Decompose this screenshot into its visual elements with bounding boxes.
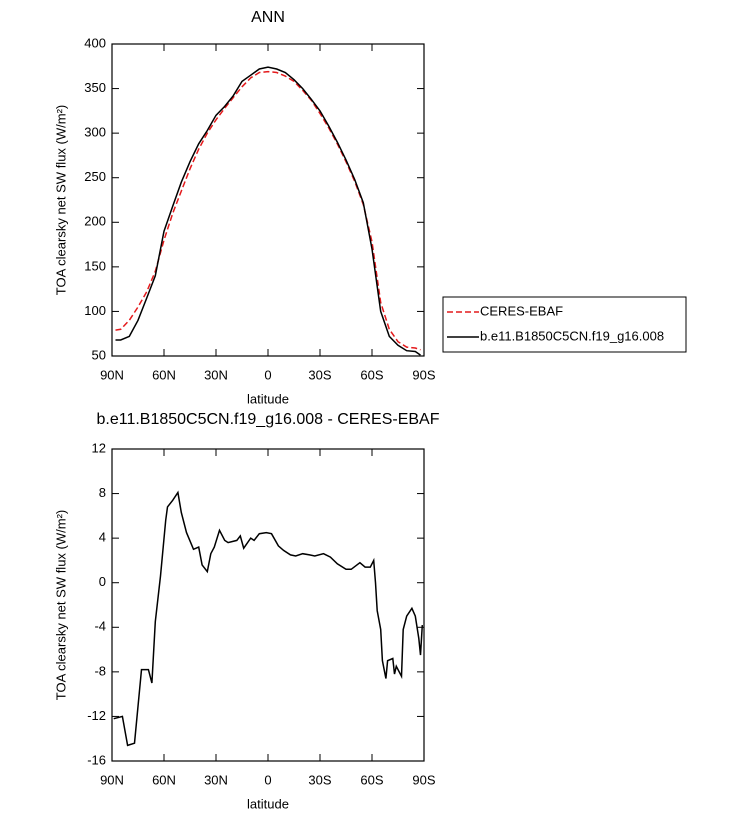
x-tick-label: 0 [264,772,271,787]
data-line [115,70,421,351]
legend-label: CERES-EBAF [480,303,563,318]
y-axis-label: TOA clearsky net SW flux (W/m²) [53,105,68,295]
x-tick-label: 30N [204,367,228,382]
y-axis-label: TOA clearsky net SW flux (W/m²) [53,510,68,700]
x-tick-label: 0 [264,367,271,382]
chart-title: b.e11.B1850C5CN.f19_g16.008 - CERES-EBAF [96,411,439,428]
x-tick-label: 30N [204,772,228,787]
x-tick-label: 60S [360,367,383,382]
x-axis-label: latitude [247,391,289,406]
legend-box [442,296,687,353]
data-line [113,490,424,747]
legend-label: b.e11.B1850C5CN.f19_g16.008 [480,328,664,343]
x-tick-label: 60S [360,772,383,787]
x-tick-label: 30S [308,772,331,787]
x-tick-label: 90N [100,367,124,382]
y-tick-label: 100 [84,303,106,318]
chart-title: ANN [251,9,285,26]
y-tick-label: 200 [84,214,106,229]
y-tick-label: 0 [99,574,106,589]
y-tick-label: 400 [84,35,106,50]
y-tick-label: 250 [84,169,106,184]
y-tick-label: 8 [99,485,106,500]
y-tick-label: -4 [94,619,106,634]
x-tick-label: 60N [152,772,176,787]
data-line [115,66,421,356]
y-tick-label: 350 [84,80,106,95]
x-tick-label: 90S [412,772,435,787]
plot-frame [111,43,425,357]
x-tick-label: 90N [100,772,124,787]
y-tick-label: 12 [92,440,106,455]
x-tick-label: 90S [412,367,435,382]
y-tick-label: 50 [92,347,106,362]
y-tick-label: -16 [87,752,106,767]
x-tick-label: 30S [308,367,331,382]
y-tick-label: 300 [84,125,106,140]
y-tick-label: 150 [84,258,106,273]
x-tick-label: 60N [152,367,176,382]
y-tick-label: -8 [94,663,106,678]
y-tick-label: -12 [87,708,106,723]
y-tick-label: 4 [99,530,106,545]
plot-frame [111,448,425,762]
x-axis-label: latitude [247,796,289,811]
